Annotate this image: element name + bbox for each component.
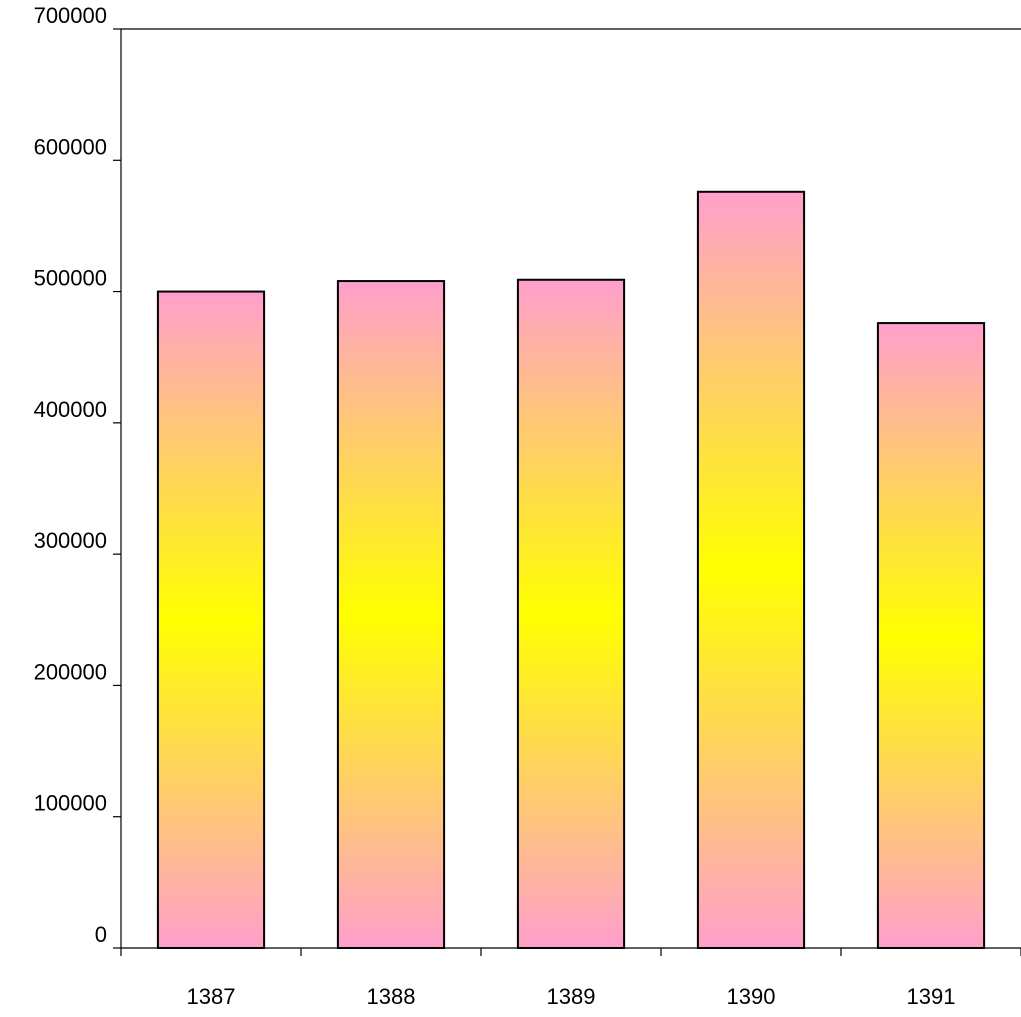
y-tick-labels-group: 0 100000 200000 300000 400000 500000 600000 700… [34, 3, 107, 947]
bar-1391 [876, 322, 986, 949]
y-tick-label-200000: 200000 [34, 659, 107, 684]
x-tick-label-1387: 1387 [187, 984, 236, 1009]
y-tick-label-600000: 600000 [34, 134, 107, 159]
x-tick-label-1390: 1390 [727, 984, 776, 1009]
x-tick-label-1389: 1389 [547, 984, 596, 1009]
y-tick-label-300000: 300000 [34, 528, 107, 553]
y-tick-label-700000: 700000 [34, 3, 107, 28]
bar-1390 [696, 190, 806, 950]
bar-1388 [336, 280, 446, 949]
axes-group [113, 28, 1021, 956]
x-tick-label-1391: 1391 [907, 984, 956, 1009]
y-tick-label-400000: 400000 [34, 397, 107, 422]
bars-group [156, 190, 986, 950]
x-tick-labels-group: 1387 1388 1389 1390 1391 [187, 984, 956, 1009]
bar-1389 [516, 278, 626, 949]
y-tick-label-500000: 500000 [34, 266, 107, 291]
y-tick-label-100000: 100000 [34, 791, 107, 816]
bar-1387 [156, 290, 266, 949]
x-tick-label-1388: 1388 [367, 984, 416, 1009]
y-tick-label-0: 0 [95, 922, 107, 947]
